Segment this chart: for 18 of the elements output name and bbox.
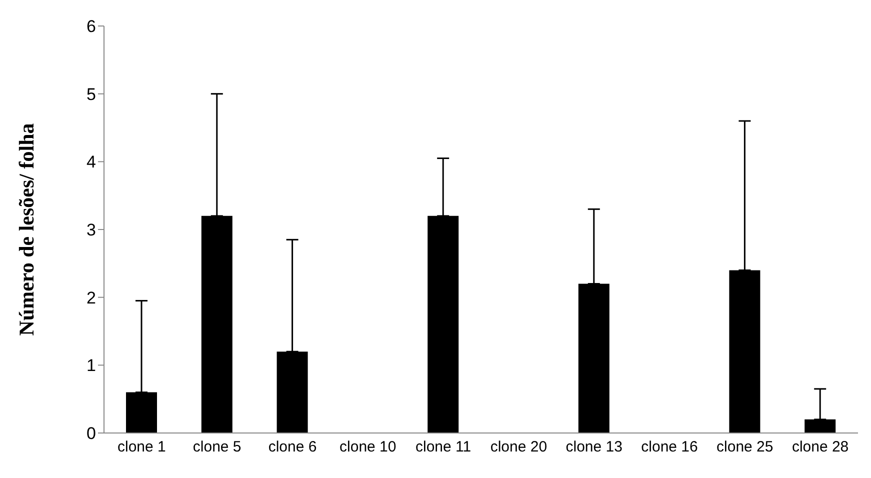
y-tick-label: 2: [86, 288, 96, 308]
x-tick-label: clone 20: [490, 438, 548, 456]
x-tick-label: clone 1: [118, 438, 166, 456]
y-tick-label: 5: [86, 84, 96, 104]
y-tick-label: 3: [86, 220, 96, 240]
x-tick-label: clone 6: [268, 438, 317, 456]
x-tick-label: clone 16: [641, 438, 698, 456]
y-tick-label: 1: [86, 356, 96, 376]
x-tick-label: clone 13: [566, 438, 622, 456]
x-tick-label: clone 25: [716, 438, 774, 456]
y-tick-label: 6: [86, 17, 96, 36]
x-tick-label: clone 10: [340, 438, 396, 456]
y-tick-label: 4: [86, 152, 96, 172]
y-axis-title: Número de lesões/ folha: [14, 122, 38, 336]
x-tick-label: clone 28: [792, 438, 849, 456]
y-tick-label: 0: [86, 424, 96, 444]
x-tick-label: clone 5: [192, 438, 242, 456]
x-tick-label: clone 11: [415, 438, 472, 456]
